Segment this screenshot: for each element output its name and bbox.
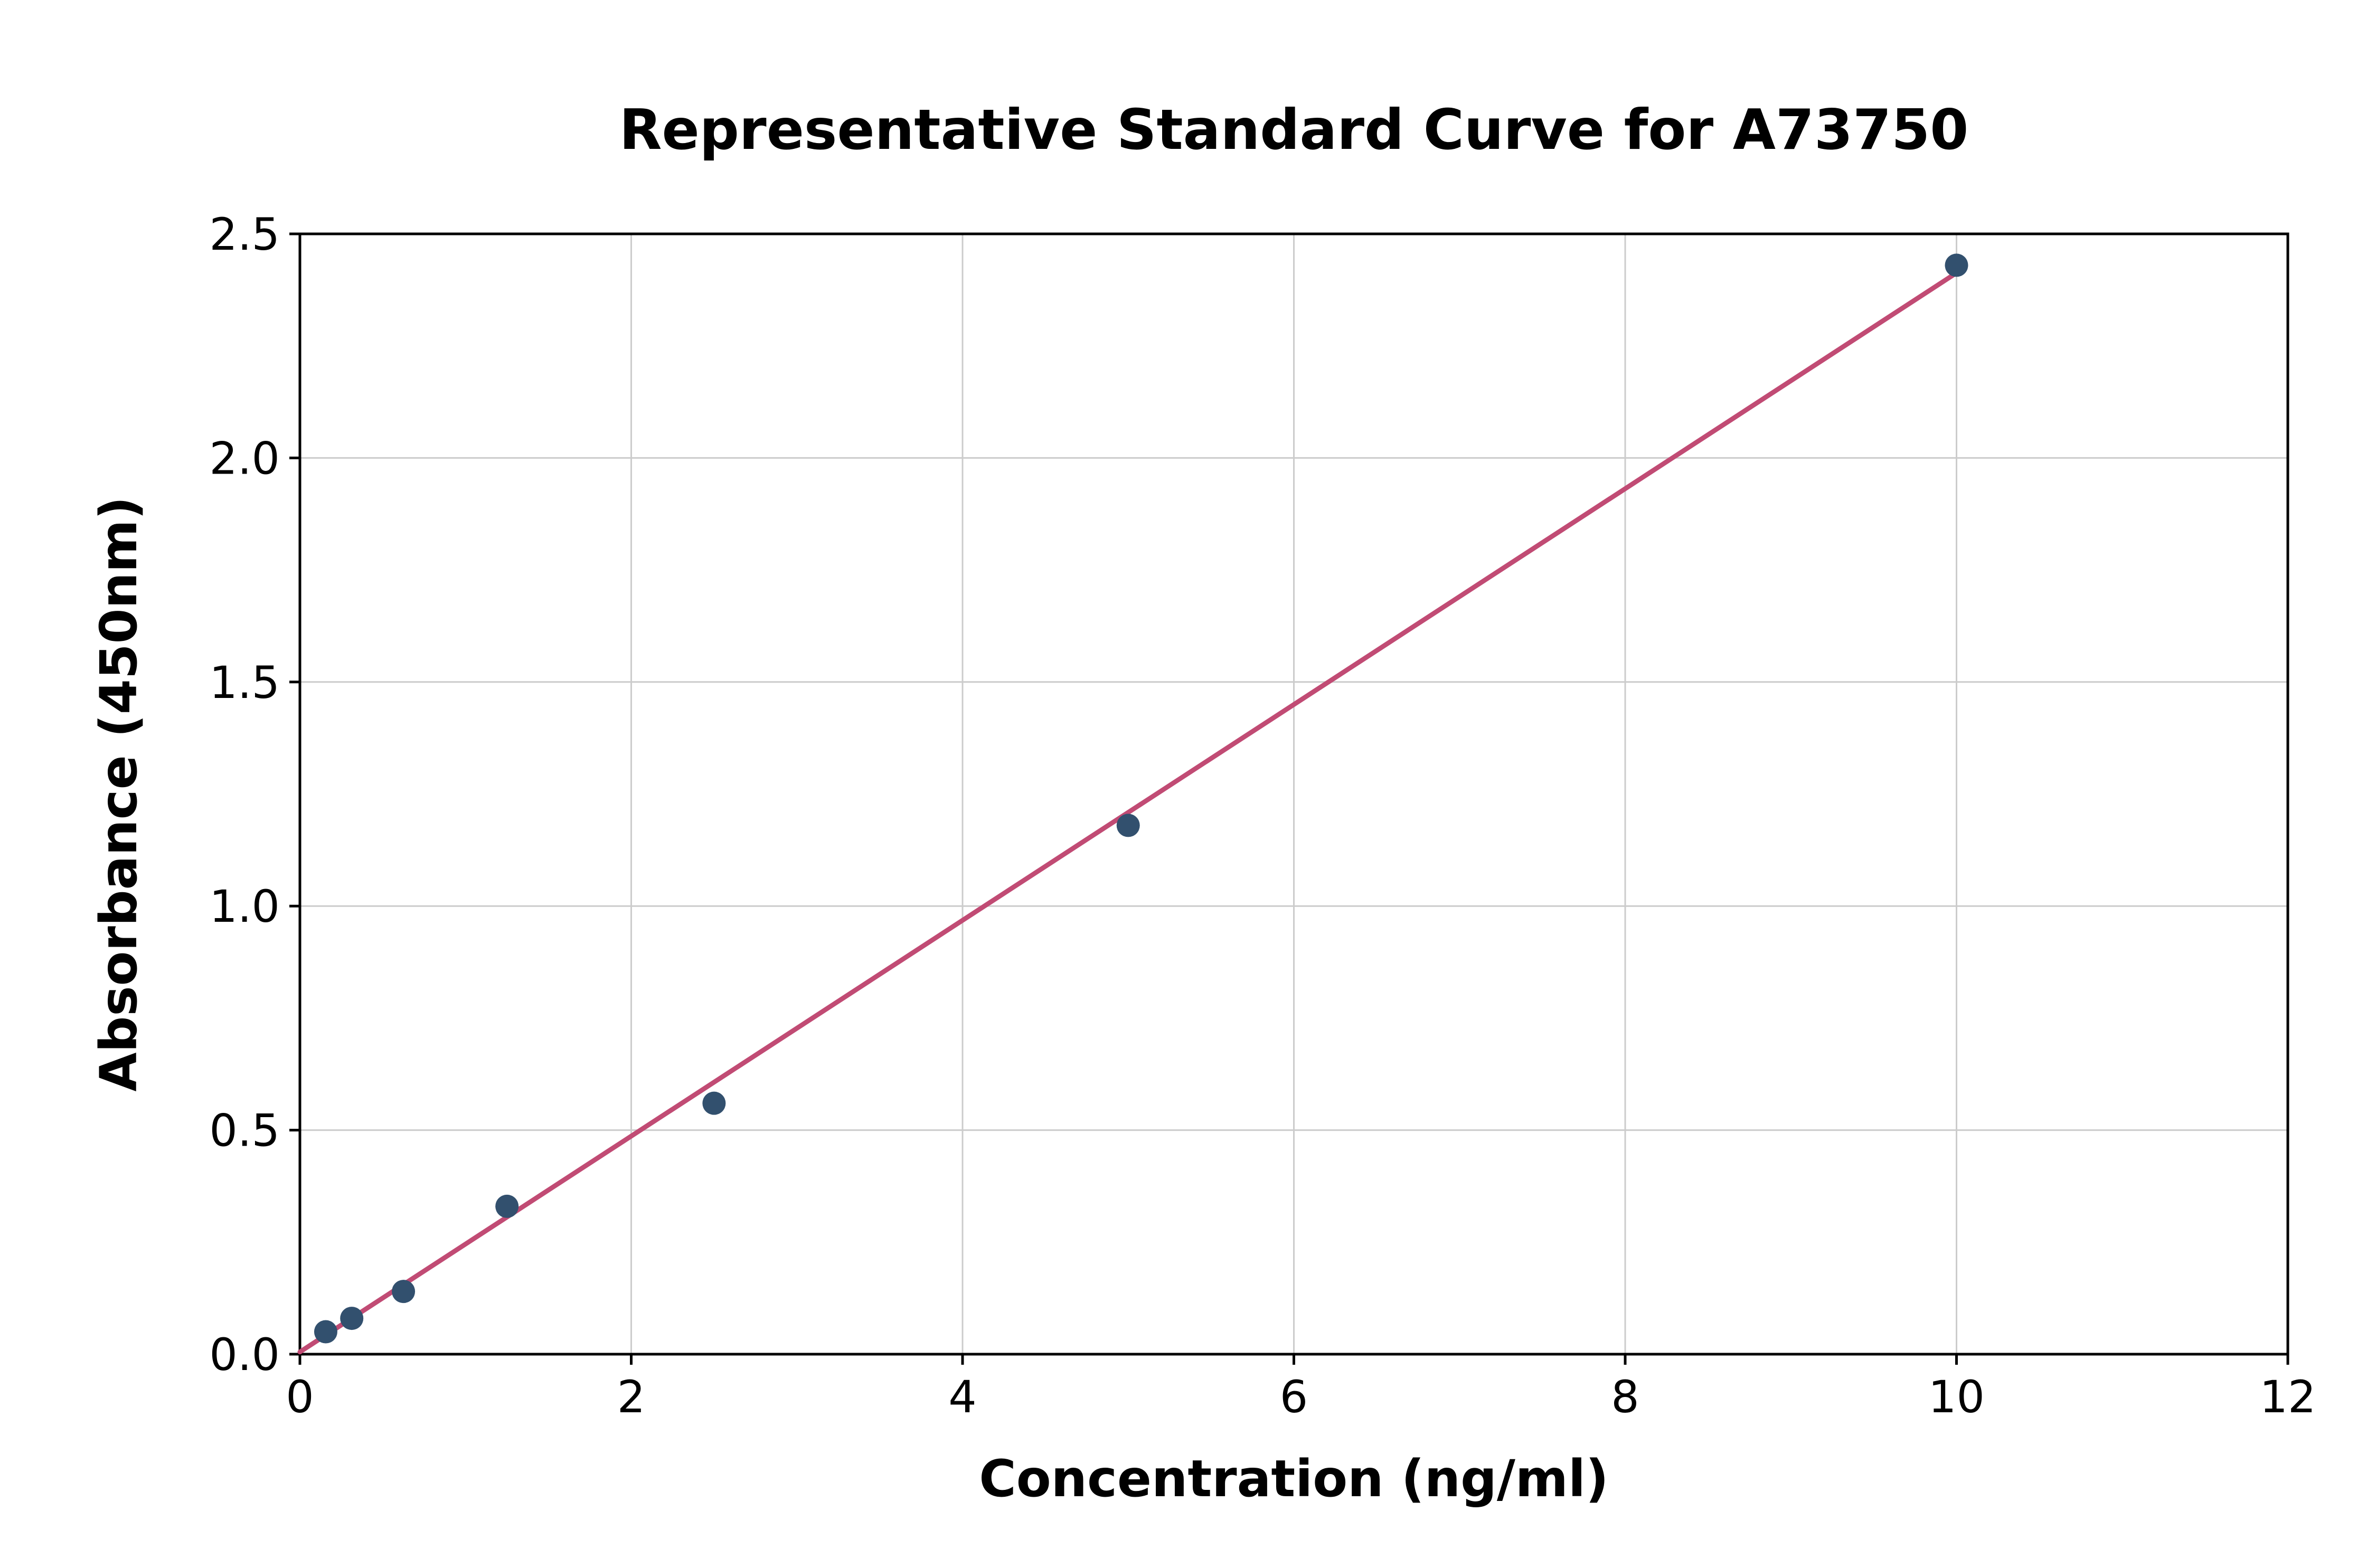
x-tick-label: 10 (1928, 1371, 1985, 1423)
data-point (702, 1091, 726, 1115)
y-axis-label: Absorbance (450nm) (89, 496, 148, 1092)
y-tick-label: 0.0 (209, 1329, 280, 1381)
data-point (314, 1320, 337, 1344)
x-tick-label: 12 (2260, 1371, 2316, 1423)
y-tick-label: 0.5 (209, 1105, 280, 1157)
data-point (495, 1194, 519, 1218)
chart-title: Representative Standard Curve for A73750 (619, 98, 1969, 162)
x-tick-label: 4 (948, 1371, 976, 1423)
x-tick-label: 2 (617, 1371, 645, 1423)
x-tick-label: 8 (1611, 1371, 1639, 1423)
y-tick-label: 1.5 (209, 657, 280, 709)
x-tick-label: 0 (286, 1371, 314, 1423)
data-point (340, 1307, 364, 1330)
data-point (1945, 253, 1968, 277)
y-tick-label: 1.0 (209, 881, 280, 932)
fit-line (297, 265, 1967, 1355)
data-point (1116, 814, 1140, 837)
data-point (392, 1280, 416, 1303)
y-tick-label: 2.5 (209, 209, 280, 260)
y-tick-label: 2.0 (209, 432, 280, 484)
x-tick-label: 6 (1280, 1371, 1308, 1423)
x-axis-label: Concentration (ng/ml) (979, 1449, 1609, 1508)
